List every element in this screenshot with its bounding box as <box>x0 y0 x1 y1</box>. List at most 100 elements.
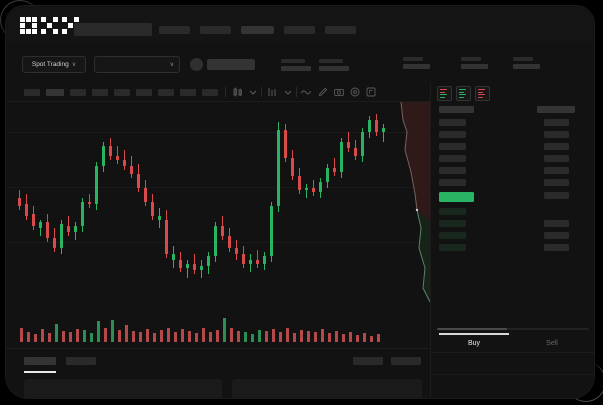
pair-dropdown[interactable]: ∨ <box>94 56 180 73</box>
depth-chart-overlay <box>391 102 430 302</box>
timeframe-5m[interactable] <box>46 89 64 96</box>
timeframe-1d[interactable] <box>158 89 174 96</box>
timeframe-1w[interactable] <box>180 89 196 96</box>
volume-bar <box>132 331 135 342</box>
nav-item-more[interactable] <box>325 26 356 34</box>
volume-bar <box>314 332 317 342</box>
volume-bar <box>195 333 198 342</box>
volume-bar <box>41 329 44 342</box>
volume-bar <box>118 330 121 342</box>
orderbook-scrollbar-track <box>437 328 589 330</box>
timeframe-30m[interactable] <box>92 89 108 96</box>
volume-bar <box>335 331 338 342</box>
orderbook-scrollbar-thumb[interactable] <box>437 328 507 330</box>
chart-gridline <box>6 132 430 133</box>
volume-bar <box>363 333 366 342</box>
orderbook-size-row <box>544 131 569 138</box>
orders-action-hide[interactable] <box>353 357 383 365</box>
orderbook-ask-row[interactable] <box>439 119 466 126</box>
nav-item-markets[interactable] <box>200 26 231 34</box>
orders-panel-left[interactable] <box>24 379 222 398</box>
candlestick-icon[interactable] <box>232 86 244 98</box>
orderbook-mid-price[interactable] <box>439 192 474 202</box>
okx-trading-app: Spot Trading ∨ ∨ <box>6 6 594 398</box>
nav-item-buy-crypto[interactable] <box>159 26 190 34</box>
volume-bar <box>293 333 296 342</box>
orderbook-bid-row[interactable] <box>439 220 466 227</box>
tab-sell[interactable]: Sell <box>546 340 558 347</box>
orderbook-asks-icon[interactable] <box>475 86 490 101</box>
candlestick-chart[interactable] <box>6 102 430 302</box>
volume-bar <box>209 332 212 342</box>
search-input[interactable] <box>74 23 152 36</box>
orderbook-bids-icon[interactable] <box>456 86 471 101</box>
orderbook-both-icon[interactable] <box>437 86 452 101</box>
volume-bar <box>55 324 58 342</box>
nav-item-trade[interactable] <box>241 26 274 34</box>
orders-panel-right[interactable] <box>232 379 422 398</box>
orderbook-bid-row[interactable] <box>439 244 466 251</box>
orderbook-size-row <box>544 119 569 126</box>
line-tool-icon[interactable] <box>300 86 312 98</box>
depth-chart-svg <box>391 102 430 302</box>
tab-order-history[interactable] <box>66 357 96 365</box>
chevron-down-icon[interactable] <box>282 86 294 98</box>
volume-histogram <box>6 302 430 348</box>
volume-bar <box>230 328 233 342</box>
volume-bar <box>27 332 30 342</box>
volume-bar <box>97 321 100 342</box>
volume-bar <box>146 329 149 342</box>
orderbook-size-row <box>544 167 569 174</box>
orderbook-and-order-form: Buy Sell <box>430 82 594 398</box>
stat-24h-volume <box>403 57 430 69</box>
timeframe-15m[interactable] <box>70 89 86 96</box>
volume-bar <box>321 329 324 342</box>
nav-item-derivatives[interactable] <box>284 26 315 34</box>
orderbook-ask-row[interactable] <box>439 155 466 162</box>
order-form-divider <box>431 352 594 353</box>
volume-bar <box>111 320 114 342</box>
volume-bar <box>258 330 261 342</box>
active-tab-underline <box>24 371 56 373</box>
camera-icon[interactable] <box>333 86 345 98</box>
timeframe-1M[interactable] <box>202 89 218 96</box>
timeframe-1m[interactable] <box>24 89 40 96</box>
orders-action-cancel-all[interactable] <box>391 357 421 365</box>
volume-bar <box>237 331 240 342</box>
tab-open-orders[interactable] <box>24 357 56 365</box>
volume-bar <box>349 332 352 342</box>
orderbook-bid-row[interactable] <box>439 232 466 239</box>
buy-tab-underline <box>439 333 509 335</box>
okx-logo[interactable] <box>20 17 79 34</box>
volume-bar <box>328 333 331 342</box>
chevron-down-icon: ∨ <box>169 61 174 68</box>
orderbook-ask-row[interactable] <box>439 131 466 138</box>
chevron-down-icon[interactable] <box>247 86 259 98</box>
volume-bar <box>76 329 79 342</box>
orderbook-ask-row[interactable] <box>439 167 466 174</box>
volume-bar <box>244 332 247 342</box>
timeframe-4h[interactable] <box>136 89 152 96</box>
device-frame: Spot Trading ∨ ∨ <box>6 6 594 398</box>
spot-trading-selector[interactable]: Spot Trading ∨ <box>22 56 86 73</box>
volume-bar <box>48 333 51 342</box>
settings-icon[interactable] <box>349 86 361 98</box>
pencil-icon[interactable] <box>317 86 329 98</box>
tab-buy[interactable]: Buy <box>467 340 481 347</box>
orderbook-header-amount <box>537 106 575 113</box>
indicators-icon[interactable] <box>266 86 278 98</box>
timeframe-1h[interactable] <box>114 89 130 96</box>
okx-logo-o <box>20 17 37 34</box>
orderbook-bid-row[interactable] <box>439 208 466 215</box>
order-form-row-divider <box>431 374 594 375</box>
volume-bar <box>307 331 310 342</box>
fullscreen-icon[interactable] <box>365 86 377 98</box>
volume-bar <box>202 328 205 342</box>
volume-bar <box>265 331 268 342</box>
volume-bar <box>370 336 373 342</box>
spot-trading-label: Spot Trading <box>31 61 69 68</box>
orderbook-ask-row[interactable] <box>439 143 466 150</box>
chart-gridline <box>6 242 430 243</box>
orderbook-ask-row[interactable] <box>439 179 466 186</box>
